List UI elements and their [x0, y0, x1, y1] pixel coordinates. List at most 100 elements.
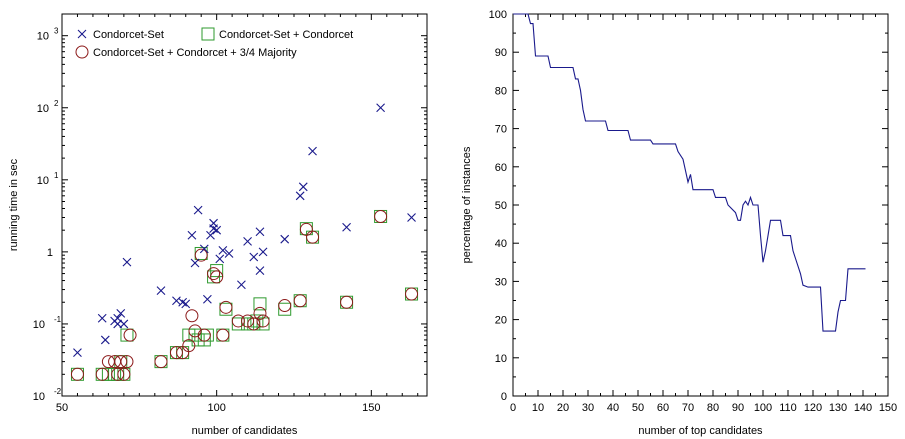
- circle-point: [185, 309, 199, 323]
- square-point: [200, 328, 214, 342]
- cross-stroke: [199, 244, 209, 254]
- y-axis-label: running time in sec: [8, 158, 20, 251]
- cross-point: [193, 205, 203, 215]
- x-tick-label: 140: [854, 402, 872, 414]
- cross-stroke: [122, 257, 132, 267]
- circle-point: [306, 230, 320, 244]
- cross-stroke: [342, 222, 351, 232]
- cross-point: [249, 252, 259, 262]
- running-time-scatter-chart: 50 100 150 10 -2 10 -1 1 10 1 10 2 10 3 Condorcet-Set…: [8, 13, 428, 437]
- cross-stroke: [255, 227, 265, 237]
- x-tick-label: 50: [56, 402, 68, 414]
- y-tick-label: 10: [37, 31, 49, 43]
- y-tick-label: 10: [33, 319, 45, 331]
- cross-stroke: [407, 213, 416, 222]
- square-point: [278, 302, 292, 316]
- x-tick-label: 30: [582, 402, 594, 414]
- cross-stroke: [255, 266, 265, 275]
- legend-label: Condorcet-Set + Condorcet + 3/4 Majority: [93, 47, 297, 59]
- cross-stroke: [243, 236, 252, 246]
- cross-stroke: [206, 230, 215, 240]
- cross-point: [73, 348, 82, 358]
- y-tick-label: 60: [495, 162, 507, 174]
- x-tick-label: 100: [207, 402, 225, 414]
- cross-point: [342, 222, 351, 232]
- cross-point: [407, 213, 416, 222]
- y-tick-exponent: 1: [54, 171, 59, 180]
- y-tick-label: 50: [495, 200, 507, 212]
- circle-point: [405, 287, 419, 301]
- circle-point: [154, 355, 168, 369]
- cross-point: [190, 258, 200, 268]
- circle-point: [117, 367, 131, 381]
- x-tick-label: 80: [707, 402, 719, 414]
- y-tick-label: 10: [37, 175, 49, 187]
- cross-point: [156, 286, 166, 296]
- circle-point: [182, 339, 196, 353]
- square-point: [231, 317, 245, 331]
- cross-point: [178, 297, 188, 307]
- cross-stroke: [156, 286, 166, 296]
- cross-point: [181, 299, 191, 309]
- cross-stroke: [116, 309, 126, 318]
- x-tick-label: 70: [682, 402, 694, 414]
- data-line: [513, 13, 866, 332]
- y-tick-label: 30: [495, 276, 507, 288]
- circle-point: [241, 314, 255, 328]
- x-tick-label: 40: [607, 402, 619, 414]
- cross-stroke: [280, 234, 290, 244]
- x-tick-label: 150: [362, 402, 380, 414]
- y-tick-label: 10: [33, 391, 45, 403]
- legend-marker: [75, 45, 89, 59]
- y-tick-exponent: 3: [54, 27, 59, 36]
- cross-point: [243, 236, 252, 246]
- cross-point: [308, 146, 317, 156]
- cross-point: [116, 309, 126, 318]
- x-tick-label: 100: [754, 402, 772, 414]
- cross-stroke: [73, 348, 82, 358]
- circle-point: [253, 306, 267, 320]
- circle-point: [123, 328, 137, 342]
- circle-point: [197, 328, 211, 342]
- cross-stroke: [100, 335, 110, 345]
- cross-stroke: [209, 218, 218, 228]
- x-tick-label: 150: [879, 402, 897, 414]
- circle-point: [216, 328, 230, 342]
- y-tick-label: 80: [495, 85, 507, 97]
- x-tick-label: 20: [557, 402, 569, 414]
- cross-point: [255, 227, 265, 237]
- legend-label: Condorcet-Set: [93, 29, 164, 41]
- cross-stroke: [218, 245, 228, 255]
- y-tick-label: 40: [495, 238, 507, 250]
- y-axis-label: percentage of instances: [461, 146, 473, 263]
- cross-stroke: [308, 146, 317, 156]
- axis-ticks: 0 10 20 30 40 50 60 70 80 90 100 110 120 130 140 150 0 10…: [489, 9, 898, 414]
- square-point: [210, 264, 224, 278]
- cross-stroke: [249, 252, 259, 262]
- cross-stroke: [193, 205, 203, 215]
- cross-point: [122, 257, 132, 267]
- cross-point: [218, 245, 228, 255]
- x-tick-label: 50: [632, 402, 644, 414]
- circle-point: [256, 314, 270, 328]
- cross-point: [298, 182, 308, 192]
- cross-point: [97, 313, 107, 323]
- circle-point: [194, 248, 208, 262]
- cross-stroke: [237, 280, 246, 290]
- square-point: [253, 297, 267, 311]
- square-point: [120, 328, 134, 342]
- cross-point: [255, 266, 265, 275]
- cross-point: [376, 103, 385, 113]
- cross-stroke: [215, 254, 225, 264]
- cross-point: [119, 319, 129, 329]
- x-tick-label: 130: [829, 402, 847, 414]
- legend: Condorcet-Set Condorcet-Set + Condorcet Co…: [75, 27, 353, 59]
- x-axis-label: number of top candidates: [638, 425, 763, 437]
- cross-point: [258, 247, 268, 257]
- circle-point: [188, 324, 202, 338]
- square-point: [256, 317, 270, 331]
- cross-point: [202, 294, 212, 304]
- circle-point: [207, 267, 221, 281]
- cross-stroke: [97, 313, 107, 323]
